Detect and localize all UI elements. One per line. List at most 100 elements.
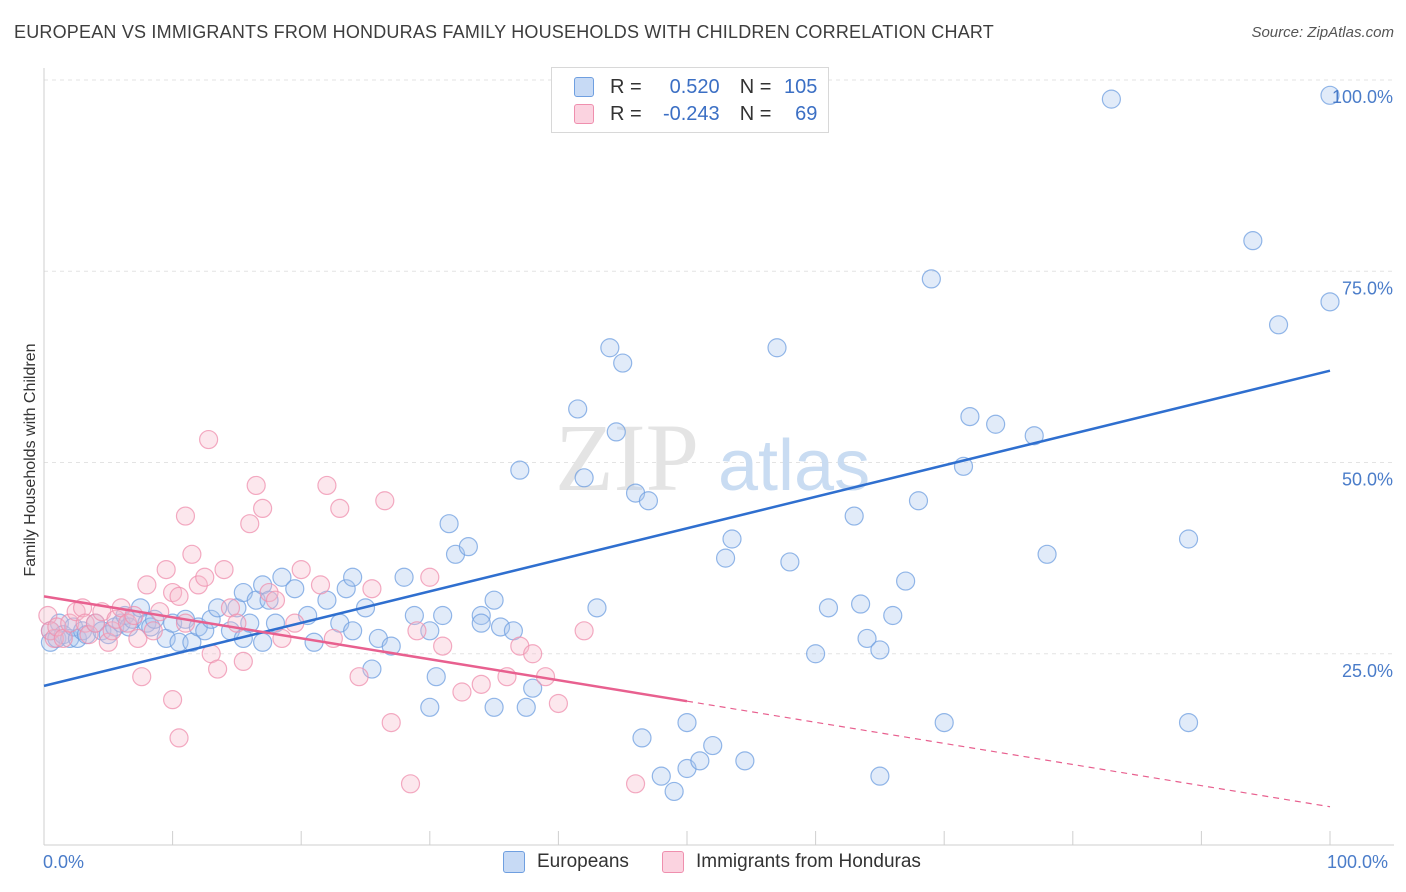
europeans-point — [381, 636, 401, 656]
europeans-point — [606, 422, 626, 442]
honduras-point — [548, 693, 569, 714]
europeans-point — [703, 735, 723, 756]
europeans-point — [1268, 315, 1289, 335]
legend-n-value: 69 — [795, 102, 818, 125]
europeans-point — [664, 781, 684, 802]
honduras-point — [317, 475, 337, 496]
honduras-points — [38, 429, 646, 794]
europeans-point — [960, 407, 980, 427]
honduras-point — [452, 682, 472, 702]
europeans-point — [921, 269, 941, 289]
y-tick-label: 100.0% — [1332, 87, 1393, 107]
europeans-point — [420, 697, 440, 717]
honduras-point — [375, 491, 395, 511]
honduras-point — [433, 636, 453, 656]
europeans-point — [600, 338, 620, 358]
europeans-point — [490, 617, 511, 637]
europeans-point — [285, 579, 305, 599]
europeans-point — [896, 571, 916, 591]
chart-title: EUROPEAN VS IMMIGRANTS FROM HONDURAS FAM… — [14, 22, 994, 42]
europeans-point — [722, 529, 742, 549]
honduras-point — [175, 506, 196, 526]
honduras-point — [400, 774, 421, 794]
europeans-point — [651, 766, 671, 786]
series-legend: Europeans Immigrants from Honduras — [0, 851, 1406, 879]
europeans-point — [404, 605, 424, 626]
y-axis-label: Family Households with Children — [22, 344, 39, 577]
honduras-point — [291, 559, 311, 580]
honduras-point — [85, 613, 106, 633]
europeans-trend-line — [43, 369, 1331, 688]
x-axis-min-label: 0.0% — [43, 852, 85, 872]
europeans-point — [259, 590, 279, 610]
honduras-point — [132, 667, 152, 687]
legend-label-europeans: Europeans — [537, 851, 629, 872]
honduras-point — [253, 498, 273, 518]
europeans-point — [805, 644, 826, 664]
watermark: ZIP atlas — [555, 404, 870, 511]
legend-r-label: R = — [610, 102, 642, 125]
europeans-point — [715, 548, 736, 568]
europeans-point — [883, 605, 903, 626]
europeans-point — [986, 414, 1006, 434]
europeans-point — [523, 678, 543, 698]
honduras-point — [182, 544, 202, 564]
europeans-point — [690, 751, 710, 771]
europeans-point — [471, 613, 491, 633]
europeans-point — [1178, 529, 1199, 549]
legend-row-europeans: R = 0.520 N = 105 — [574, 73, 817, 101]
europeans-point — [908, 491, 929, 511]
honduras-point — [625, 774, 646, 794]
europeans-point — [272, 567, 292, 587]
legend-r-value: -0.243 — [662, 102, 720, 125]
europeans-point — [780, 552, 800, 572]
legend-r-label: R = — [610, 75, 642, 98]
honduras-point — [117, 613, 138, 633]
europeans-point — [934, 712, 954, 733]
europeans-point — [336, 579, 356, 599]
europeans-point — [1320, 85, 1340, 105]
honduras-point — [471, 674, 491, 694]
legend-n-label: N = — [739, 102, 772, 125]
honduras-point — [163, 690, 183, 710]
gridlines — [44, 79, 1394, 655]
honduras-point — [137, 575, 157, 595]
legend-row-honduras: R = -0.243 N = 69 — [574, 100, 817, 128]
europeans-point — [1024, 426, 1044, 446]
europeans-point — [343, 621, 363, 641]
legend-swatch-honduras — [662, 851, 684, 873]
europeans-point — [870, 766, 890, 786]
honduras-point — [523, 644, 543, 664]
honduras-point — [265, 590, 286, 610]
europeans-point — [394, 567, 414, 587]
honduras-point — [407, 621, 427, 641]
y-tick-labels: 100.0% 75.0% 50.0% 25.0% — [1332, 87, 1393, 681]
europeans-point — [844, 506, 864, 526]
honduras-point — [128, 628, 148, 649]
honduras-point — [330, 498, 350, 518]
honduras-point — [143, 621, 163, 641]
europeans-points — [40, 85, 1340, 802]
legend-n-label: N = — [739, 75, 772, 98]
correlation-legend: R = 0.520 N = 105 R = -0.243 N = 69 — [551, 67, 829, 133]
legend-item-honduras[interactable]: Immigrants from Honduras — [662, 851, 921, 873]
europeans-point — [735, 751, 755, 771]
europeans-point — [253, 632, 273, 652]
legend-swatch-europeans — [574, 77, 594, 97]
honduras-point — [60, 613, 80, 633]
europeans-point — [870, 640, 890, 660]
europeans-point — [587, 598, 607, 618]
legend-item-europeans[interactable]: Europeans — [503, 851, 629, 873]
honduras-point — [175, 613, 196, 633]
y-tick-label: 25.0% — [1342, 661, 1393, 681]
europeans-point — [484, 697, 504, 717]
honduras-point — [195, 567, 215, 587]
legend-r-value: 0.520 — [669, 75, 720, 98]
honduras-point — [188, 575, 208, 595]
europeans-point — [767, 338, 787, 358]
europeans-point — [1037, 544, 1057, 564]
legend-n-value: 105 — [784, 75, 818, 98]
legend-swatch-honduras — [574, 104, 594, 124]
trend-lines — [43, 369, 1331, 808]
honduras-point — [150, 602, 170, 622]
